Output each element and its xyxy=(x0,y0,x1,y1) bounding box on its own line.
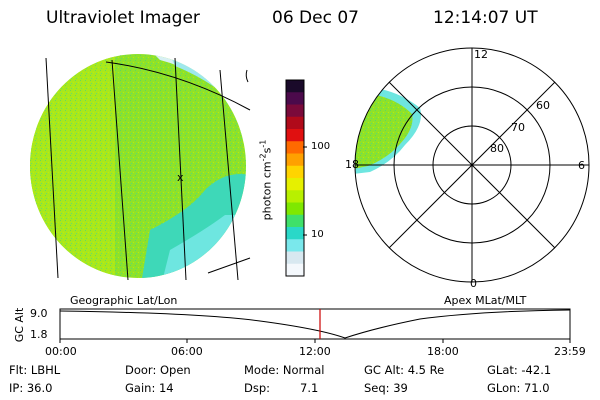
color-scale-swatch xyxy=(286,251,304,265)
date-label: 06 Dec 07 xyxy=(272,8,359,28)
status-mode: Mode: Normal xyxy=(244,363,325,377)
lat-label-80: 80 xyxy=(490,142,504,155)
color-scale-swatch xyxy=(286,227,304,240)
color-scale-swatch xyxy=(286,178,304,191)
status-glon: GLon: 71.0 xyxy=(487,381,550,395)
color-scale-frame xyxy=(285,79,305,277)
altitude-xtick-1: 06:00 xyxy=(171,345,203,358)
color-scale-swatch xyxy=(286,214,304,228)
altitude-xtick-3: 18:00 xyxy=(427,345,459,358)
geographic-caption: Geographic Lat/Lon xyxy=(70,294,178,307)
color-scale-swatch xyxy=(286,141,304,154)
instrument-title: Ultraviolet Imager xyxy=(46,8,200,28)
color-scale-swatch xyxy=(286,104,304,118)
status-gc-alt: GC Alt: 4.5 Re xyxy=(364,363,445,377)
mlt-label-bottom: 0 xyxy=(470,277,477,290)
altitude-xtick-0: 00:00 xyxy=(45,345,77,358)
status-dsp-label: Dsp: xyxy=(244,381,271,395)
status-seq: Seq: 39 xyxy=(364,381,408,395)
color-scale-swatch xyxy=(286,80,304,93)
color-scale-bar xyxy=(285,79,305,277)
color-scale-swatch xyxy=(286,116,304,130)
colorbar-unit-label: photon cm-2s-1 xyxy=(258,139,274,221)
altitude-ytick-top: 9.0 xyxy=(30,307,48,320)
mlt-label-right: 6 xyxy=(578,159,585,172)
mlt-label-top: 12 xyxy=(474,48,488,61)
status-dsp-value: 7.1 xyxy=(300,381,319,395)
apex-caption: Apex MLat/MLT xyxy=(444,294,527,307)
mlt-label-left: 18 xyxy=(345,158,359,171)
lat-label-60: 60 xyxy=(536,99,550,112)
status-door: Door: Open xyxy=(125,363,191,377)
color-scale-swatch xyxy=(286,153,304,167)
status-flt: Flt: LBHL xyxy=(9,363,61,377)
geographic-grid xyxy=(45,57,251,281)
color-scale-swatch xyxy=(286,92,304,105)
cbar-label-100: 100 xyxy=(311,141,331,152)
altitude-ylabel: GC Alt xyxy=(12,307,26,343)
color-scale-swatch xyxy=(286,165,304,179)
color-scale-swatch xyxy=(286,202,304,216)
altitude-ytick-bottom: 1.8 xyxy=(30,328,48,341)
altitude-xtick-2: 12:00 xyxy=(299,345,331,358)
color-scale-swatch xyxy=(286,239,304,252)
cbar-label-10: 10 xyxy=(311,229,324,240)
altitude-plot xyxy=(59,308,571,343)
geographic-image xyxy=(30,54,246,278)
lat-label-70: 70 xyxy=(511,121,525,134)
status-glat: GLat: -42.1 xyxy=(487,363,552,377)
color-scale-swatch xyxy=(286,190,304,203)
time-label: 12:14:07 UT xyxy=(433,8,538,28)
altitude-xtick-4: 23:59 xyxy=(554,345,586,358)
subsatellite-marker: x xyxy=(177,171,184,184)
polar-grid xyxy=(354,47,590,283)
status-ip: IP: 36.0 xyxy=(9,381,53,395)
color-scale-swatch xyxy=(286,129,304,142)
status-gain: Gain: 14 xyxy=(125,381,174,395)
color-scale-swatch xyxy=(286,263,304,277)
